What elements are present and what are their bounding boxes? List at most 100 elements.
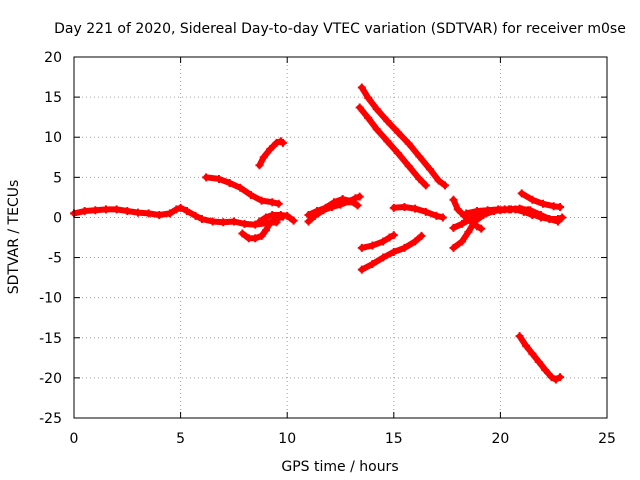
data-point <box>355 103 364 112</box>
data-point <box>91 206 100 215</box>
data-point <box>246 190 255 199</box>
data-point <box>400 203 409 212</box>
data-point <box>404 139 413 148</box>
data-point <box>101 205 110 214</box>
data-point <box>268 198 277 207</box>
data-point <box>259 153 268 162</box>
data-point <box>176 203 185 212</box>
data-point <box>556 373 565 382</box>
data-point <box>251 234 260 243</box>
series-arc-3 <box>255 137 287 170</box>
series-arc-19 <box>515 332 565 384</box>
y-tick-label: -25 <box>39 411 62 427</box>
data-point <box>415 152 424 161</box>
data-point <box>534 357 543 366</box>
data-point <box>357 265 366 274</box>
data-point <box>515 332 524 341</box>
data-point <box>229 217 238 226</box>
data-point <box>438 213 447 222</box>
x-tick-label: 20 <box>491 431 509 447</box>
data-point <box>197 215 206 224</box>
data-point <box>219 218 228 227</box>
y-tick-label: 20 <box>44 50 62 66</box>
data-point <box>545 215 554 224</box>
data-point <box>364 113 373 122</box>
series-arc-17 <box>528 210 567 224</box>
data-point <box>449 195 458 204</box>
plot-frame <box>73 56 608 419</box>
data-point <box>434 176 443 185</box>
data-point <box>353 201 362 210</box>
data-point <box>411 237 420 246</box>
data-point <box>261 226 270 235</box>
data-point <box>208 217 217 226</box>
data-point <box>266 145 275 154</box>
data-point <box>133 208 142 217</box>
data-point <box>214 174 223 183</box>
data-point <box>389 203 398 212</box>
y-tick-label: 5 <box>53 170 62 186</box>
series-arc-10 <box>357 231 426 274</box>
data-point <box>261 213 270 222</box>
data-point <box>383 137 392 146</box>
x-axis-label: GPS time / hours <box>281 459 398 475</box>
data-point <box>357 243 366 252</box>
data-point <box>541 365 550 374</box>
data-point <box>394 128 403 137</box>
data-point <box>313 207 322 216</box>
data-point <box>440 181 449 190</box>
data-point <box>191 211 200 220</box>
y-tick-label: 15 <box>44 90 62 106</box>
data-point <box>462 209 471 218</box>
data-point <box>385 233 394 242</box>
series-arc-7 <box>304 194 362 220</box>
data-point <box>400 243 409 252</box>
data-point <box>536 213 545 222</box>
data-point <box>504 205 513 214</box>
data-point <box>355 192 364 201</box>
data-point <box>528 349 537 358</box>
data-point <box>304 211 313 220</box>
data-point <box>80 207 89 216</box>
data-point <box>165 209 174 218</box>
data-point <box>274 199 283 208</box>
data-point <box>182 207 191 216</box>
data-point <box>379 237 388 246</box>
series-arc-5 <box>255 211 298 226</box>
series-arc-9 <box>355 103 430 190</box>
data-point <box>558 213 567 222</box>
data-point <box>417 231 426 240</box>
chart-title: Day 221 of 2020, Sidereal Day-to-day VTE… <box>54 21 626 37</box>
data-point <box>466 215 475 224</box>
data-point <box>458 219 467 228</box>
data-point <box>123 207 132 216</box>
data-point <box>255 161 264 170</box>
data-point <box>404 162 413 171</box>
data-point <box>421 207 430 216</box>
data-point <box>517 189 526 198</box>
data-point <box>368 241 377 250</box>
data-point <box>372 105 381 114</box>
data-point <box>553 215 562 224</box>
x-tick-label: 5 <box>176 431 185 447</box>
data-point <box>251 220 260 229</box>
y-tick-label: -5 <box>48 251 62 267</box>
data-point <box>389 231 398 240</box>
data-point <box>172 205 181 214</box>
data-point <box>421 181 430 190</box>
data-point <box>528 210 537 219</box>
data-point <box>372 125 381 134</box>
data-point <box>236 183 245 192</box>
data-point <box>556 203 565 212</box>
tick-labels: 0 5 10 15 20 25 -25 -20 -15 -10 -5 0 5 10 15 20 <box>39 50 616 447</box>
data-point <box>266 219 275 228</box>
x-tick-label: 0 <box>70 431 79 447</box>
x-tick-label: 25 <box>598 431 616 447</box>
data-point <box>368 259 377 268</box>
data-point <box>515 204 524 213</box>
data-point <box>238 229 247 238</box>
data-point <box>144 209 153 218</box>
data-point <box>257 231 266 240</box>
data-point <box>347 197 356 206</box>
data-point <box>464 227 473 236</box>
